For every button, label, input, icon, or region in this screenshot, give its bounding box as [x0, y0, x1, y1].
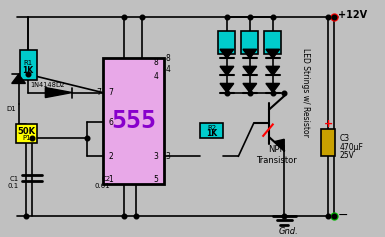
Text: C2: C2	[102, 176, 111, 182]
Text: D1: D1	[6, 105, 16, 111]
Text: 3: 3	[166, 152, 171, 161]
Polygon shape	[266, 49, 280, 58]
Polygon shape	[220, 66, 234, 75]
Text: 1N4148: 1N4148	[30, 82, 56, 87]
Polygon shape	[220, 83, 234, 92]
Text: R2: R2	[207, 125, 216, 131]
Text: 555: 555	[111, 109, 156, 133]
Text: 8: 8	[166, 54, 171, 63]
Text: D2: D2	[56, 82, 65, 87]
Text: 7: 7	[109, 88, 113, 97]
Text: 25V: 25V	[339, 151, 354, 160]
Polygon shape	[12, 74, 25, 83]
Text: 470μF: 470μF	[339, 143, 363, 152]
FancyBboxPatch shape	[16, 124, 37, 143]
Text: 1: 1	[109, 175, 113, 184]
Polygon shape	[266, 66, 280, 75]
Text: Gnd.: Gnd.	[278, 227, 298, 236]
FancyBboxPatch shape	[241, 31, 258, 54]
Text: LED Strings w/ Resistor: LED Strings w/ Resistor	[301, 48, 310, 137]
Text: NPN: NPN	[268, 145, 286, 154]
Polygon shape	[220, 49, 234, 58]
Text: +: +	[323, 119, 333, 129]
FancyBboxPatch shape	[264, 31, 281, 54]
Text: −: −	[338, 209, 348, 222]
Text: 4: 4	[153, 72, 158, 81]
Text: +12V: +12V	[338, 10, 367, 20]
Polygon shape	[243, 66, 257, 75]
Text: 0.01: 0.01	[95, 183, 111, 189]
Polygon shape	[275, 139, 284, 151]
Text: P1: P1	[22, 135, 30, 141]
FancyBboxPatch shape	[219, 31, 235, 54]
FancyBboxPatch shape	[321, 129, 335, 156]
FancyBboxPatch shape	[20, 50, 37, 80]
Polygon shape	[45, 87, 72, 98]
FancyBboxPatch shape	[103, 58, 164, 184]
Text: 2: 2	[109, 152, 113, 161]
Text: 1K: 1K	[23, 66, 34, 75]
Text: 8: 8	[153, 59, 158, 67]
Text: 0.1: 0.1	[7, 183, 18, 189]
Text: 1K: 1K	[206, 129, 217, 138]
Text: C3: C3	[339, 134, 350, 143]
Text: 3: 3	[153, 152, 158, 161]
Polygon shape	[243, 83, 257, 92]
Text: 6: 6	[109, 118, 113, 127]
Text: 5: 5	[153, 175, 158, 184]
Polygon shape	[266, 83, 280, 92]
Text: 7: 7	[96, 88, 101, 97]
Text: 50K: 50K	[17, 127, 35, 136]
Text: C1: C1	[9, 176, 18, 182]
Polygon shape	[243, 49, 257, 58]
Text: R1: R1	[23, 60, 33, 66]
Text: 4: 4	[166, 65, 171, 74]
FancyBboxPatch shape	[200, 123, 223, 137]
Text: Transistor: Transistor	[256, 156, 297, 165]
